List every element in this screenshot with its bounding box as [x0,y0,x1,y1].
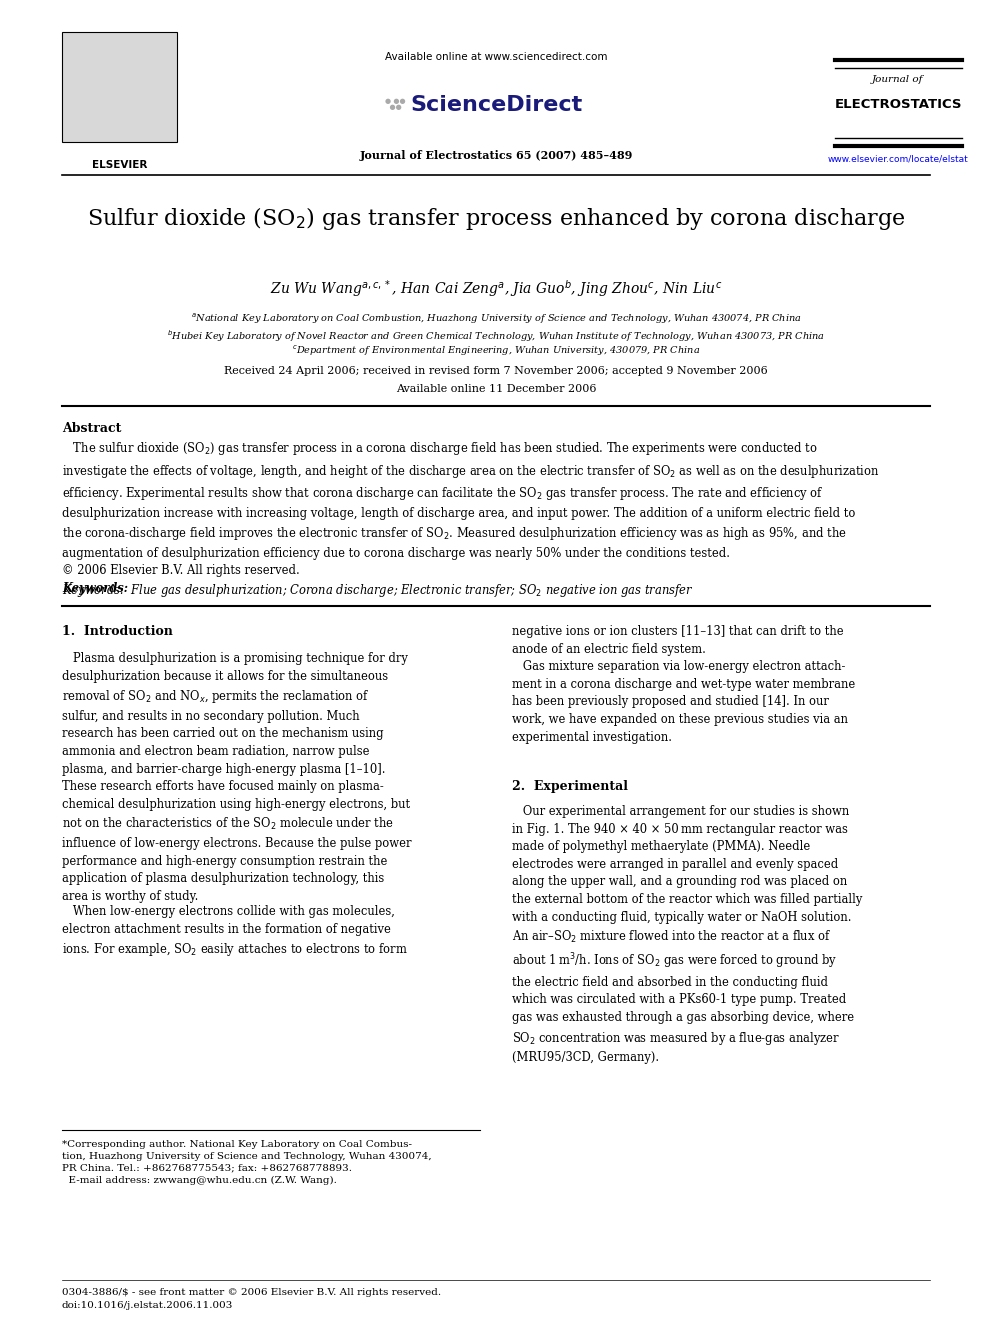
Text: $^c$Department of Environmental Engineering, Wuhan University, 430079, PR China: $^c$Department of Environmental Engineer… [292,344,700,359]
Text: 0304-3886/$ - see front matter © 2006 Elsevier B.V. All rights reserved.
doi:10.: 0304-3886/$ - see front matter © 2006 El… [62,1289,441,1310]
Text: negative ions or ion clusters [11–13] that can drift to the
anode of an electric: negative ions or ion clusters [11–13] th… [512,624,855,744]
Text: $^b$Hubei Key Laboratory of Novel Reactor and Green Chemical Technology, Wuhan I: $^b$Hubei Key Laboratory of Novel Reacto… [167,328,825,344]
Text: Plasma desulphurization is a promising technique for dry
desulphurization becaus: Plasma desulphurization is a promising t… [62,652,412,902]
Text: ● ●●
  ●●: ● ●● ●● [385,98,406,110]
Text: ELSEVIER: ELSEVIER [92,160,148,169]
Text: When low-energy electrons collide with gas molecules,
electron attachment result: When low-energy electrons collide with g… [62,905,408,958]
Text: Keywords:: Keywords: [62,582,128,595]
Text: ScienceDirect: ScienceDirect [410,95,582,115]
Text: Journal of: Journal of [872,75,924,83]
Text: The sulfur dioxide (SO$_2$) gas transfer process in a corona discharge field has: The sulfur dioxide (SO$_2$) gas transfer… [62,441,880,577]
Text: ELECTROSTATICS: ELECTROSTATICS [834,98,962,111]
Text: Available online at www.sciencedirect.com: Available online at www.sciencedirect.co… [385,52,607,62]
Text: Our experimental arrangement for our studies is shown
in Fig. 1. The 940 × 40 × : Our experimental arrangement for our stu… [512,804,862,1064]
Text: Abstract: Abstract [62,422,121,435]
Text: Sulfur dioxide (SO$_2$) gas transfer process enhanced by corona discharge: Sulfur dioxide (SO$_2$) gas transfer pro… [86,205,906,232]
Text: 2.  Experimental: 2. Experimental [512,781,628,792]
Text: Journal of Electrostatics 65 (2007) 485–489: Journal of Electrostatics 65 (2007) 485–… [359,149,633,161]
Text: Zu Wu Wang$^{a,c,*}$, Han Cai Zeng$^a$, Jia Guo$^b$, Jing Zhou$^c$, Nin Liu$^c$: Zu Wu Wang$^{a,c,*}$, Han Cai Zeng$^a$, … [270,278,722,299]
Text: *Corresponding author. National Key Laboratory on Coal Combus-
tion, Huazhong Un: *Corresponding author. National Key Labo… [62,1140,432,1184]
Text: $^a$National Key Laboratory on Coal Combustion, Huazhong University of Science a: $^a$National Key Laboratory on Coal Comb… [190,312,802,327]
Text: Available online 11 December 2006: Available online 11 December 2006 [396,384,596,394]
Text: Received 24 April 2006; received in revised form 7 November 2006; accepted 9 Nov: Received 24 April 2006; received in revi… [224,366,768,376]
Text: www.elsevier.com/locate/elstat: www.elsevier.com/locate/elstat [827,155,968,164]
Text: 1.  Introduction: 1. Introduction [62,624,173,638]
FancyBboxPatch shape [62,32,177,142]
Text: Keywords:  Flue gas desulphurization; Corona discharge; Electronic transfer; SO$: Keywords: Flue gas desulphurization; Cor… [62,582,693,599]
